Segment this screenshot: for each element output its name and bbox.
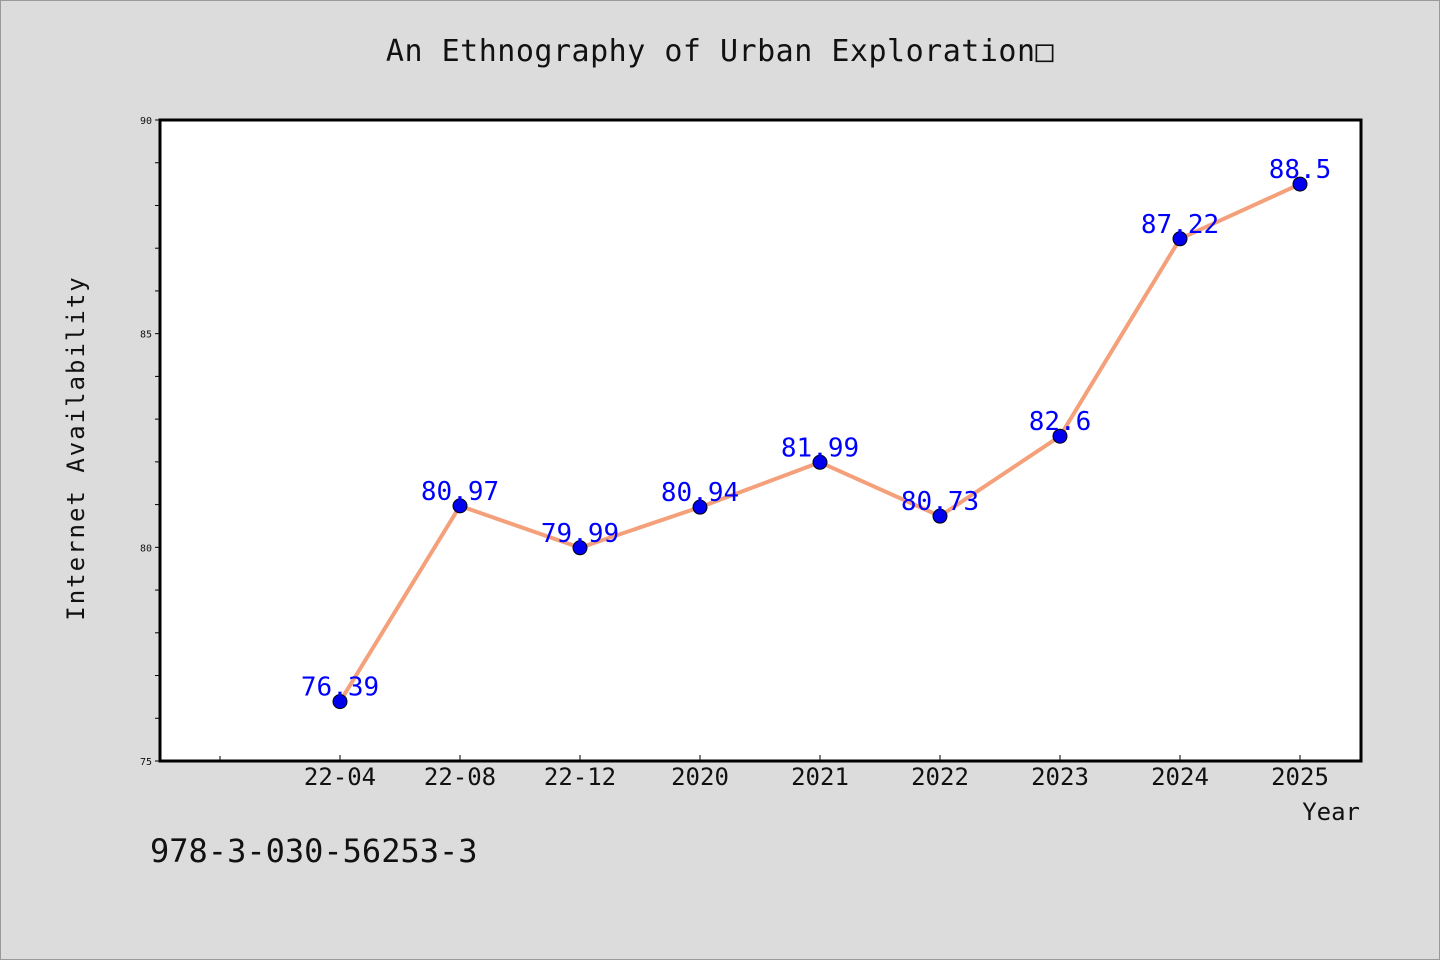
- x-axis-label: Year: [1302, 798, 1360, 826]
- data-labels: 76.39 80.97 79.99 80.94 81.99 80.73 82.6 87.22 8…: [301, 155, 1331, 703]
- y-tick-label: 75: [140, 757, 152, 768]
- data-label: 79.99: [541, 519, 619, 549]
- chart-title: An Ethnography of Urban Exploration□: [385, 34, 1055, 69]
- x-tick-label: 2024: [1151, 763, 1209, 791]
- y-axis-label: Internet Availability: [62, 275, 90, 620]
- data-label: 80.97: [421, 477, 499, 507]
- data-point: [1292, 176, 1308, 192]
- plot-area: [158, 118, 1363, 763]
- x-tick-label: 2022: [911, 763, 969, 791]
- data-point: [932, 508, 948, 524]
- x-tick-label: 22-12: [544, 763, 616, 791]
- x-tick-label: 2025: [1271, 763, 1329, 791]
- x-tick-label: 2023: [1031, 763, 1089, 791]
- data-point: [332, 694, 348, 710]
- x-axis: 22-04 22-08 22-12 2020 2021 2022 2023 2024 2025: [219, 755, 1329, 791]
- x-tick-label: 22-04: [304, 763, 376, 791]
- data-label: 87.22: [1141, 210, 1219, 240]
- y-tick-label: 85: [140, 330, 152, 341]
- data-label: 81.99: [781, 433, 859, 463]
- data-point: [452, 498, 468, 514]
- y-axis: 75 80 85 90: [140, 116, 160, 768]
- data-label: 82.6: [1029, 407, 1092, 437]
- series-group: [332, 176, 1308, 710]
- data-label: 88.5: [1269, 155, 1332, 185]
- data-label: 80.73: [901, 487, 979, 517]
- x-tick-label: 22-08: [424, 763, 496, 791]
- x-tick-label: 2021: [791, 763, 849, 791]
- data-point: [572, 540, 588, 556]
- isbn-text: 978-3-030-56253-3: [150, 832, 478, 870]
- data-point: [1172, 231, 1188, 247]
- x-tick-label: 2020: [671, 763, 729, 791]
- data-label: 76.39: [301, 673, 379, 703]
- data-point: [812, 454, 828, 470]
- data-point: [692, 499, 708, 515]
- data-label: 80.94: [661, 478, 739, 508]
- y-tick-label: 90: [140, 116, 152, 127]
- data-point: [1052, 428, 1068, 444]
- y-tick-label: 80: [140, 543, 152, 554]
